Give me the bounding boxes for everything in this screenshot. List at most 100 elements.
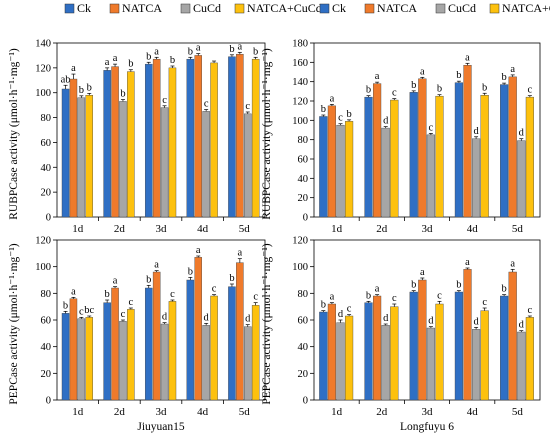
y-tick-label: 40 [41,342,52,353]
significance-label: a [154,46,159,57]
bar-ck [364,302,373,401]
significance-label: c [245,101,250,112]
legend-label-cucd: CuCd [448,1,476,15]
bar-natca [373,83,382,218]
significance-label: c [338,113,343,124]
significance-label: b [366,85,371,96]
significance-label: b [188,266,193,277]
legend-swatch-ck [64,3,75,14]
significance-label: a [71,63,76,74]
significance-label: b [437,84,442,95]
bar-cucd [202,325,210,401]
y-tick-label: 80 [41,289,52,300]
significance-label: b [321,300,326,311]
bar-natca [111,287,119,401]
significance-label: d [383,116,389,127]
bar-natca-cucd [251,58,260,218]
bar-natca-cucd [435,303,444,401]
x-tick-label: 1d [331,406,343,418]
bar-ck [364,96,373,218]
significance-label: b [321,104,326,115]
bar-natca-cucd [435,95,444,218]
legend-label-cucd: CuCd [193,1,221,15]
bar-cucd [381,325,390,401]
bar-natca-cucd [480,94,489,218]
y-tick-label: 160 [292,58,308,69]
x-tick-label: 2d [376,406,388,418]
significance-label: c [482,297,487,308]
significance-label: a [465,257,470,268]
bar-ck [61,88,70,218]
significance-label: b [188,46,193,57]
significance-label: d [473,126,479,137]
bar-natca [373,295,382,401]
bar-cucd [202,111,210,218]
bar-ck [103,70,111,218]
x-tick-label: 4d [467,406,479,418]
bar-ck [186,58,195,218]
significance-label: b [253,46,258,57]
significance-label: ab [61,74,71,85]
x-tick-label: 3d [422,223,434,235]
y-tick-label: 100 [35,88,51,99]
bar-ck [228,56,236,218]
x-tick-label: 1d [72,223,84,235]
y-tick-label: 100 [35,262,51,273]
significance-label: a [510,64,515,75]
legend-label-ck: Ck [77,1,91,15]
bar-natca [418,78,427,218]
y-tick-label: 20 [41,188,52,199]
significance-label: b [501,72,506,83]
x-tick-label: 3d [422,406,434,418]
panel-4: 0 20 40 60 80 100 120 PEPCase activity (μmol·h⁻… [261,236,541,433]
significance-label: c [162,95,167,106]
bar-ck [319,116,328,218]
y-tick-label: 20 [298,193,309,204]
bar-cucd [119,101,127,218]
legend-swatch-natca [109,3,120,14]
legend-label-ck: Ck [332,1,346,15]
panel-3: 0 20 40 60 80 100 120 PEPCase activity (μmol·h⁻… [8,236,266,433]
significance-label: a [113,276,118,287]
legend-swatch-cucd [435,3,446,14]
bar-natca [152,271,161,401]
significance-label: c [528,85,533,96]
legend-swatch-natca-cucd [489,3,500,14]
y-tick-label: 40 [298,174,309,185]
x-tick-label: 2d [114,223,126,235]
y-tick-label: 0 [46,396,51,407]
significance-label: b [170,55,175,66]
significance-label: d [519,320,525,331]
significance-label: b [120,89,125,100]
x-tick-label: 1d [331,223,343,235]
bar-natca-cucd [210,62,218,218]
significance-label: c [129,297,134,308]
bar-ck [144,63,153,218]
significance-label: b [482,82,487,93]
bar-natca [69,298,78,401]
significance-label: d [383,313,389,324]
significance-label: a [238,41,243,52]
bar-cucd [243,113,252,218]
bar-cucd [77,97,86,218]
x-tick-label: 5d [239,223,251,235]
bar-natca [418,279,427,401]
bar-cucd [381,127,390,218]
bar-natca [152,58,161,218]
x-tick-label: 5d [512,406,524,418]
bar-natca [327,105,336,218]
bar-ck [61,313,70,401]
bar-natca [236,53,244,218]
y-tick-label: 120 [292,97,308,108]
significance-label: a [465,52,470,63]
y-axis-label: RUBPCase activity (μmol·h⁻¹·mg⁻¹) [8,48,20,220]
x-tick-label: 2d [376,223,388,235]
legend-label-natca-cucd: NATCA+CuCd [502,1,550,15]
significance-label: b [87,82,92,93]
significance-label: b [501,284,506,295]
bar-ck [454,82,464,218]
legend-swatch-cucd [180,3,191,14]
bar-natca-cucd [390,99,399,218]
bar-natca-cucd [390,306,399,401]
